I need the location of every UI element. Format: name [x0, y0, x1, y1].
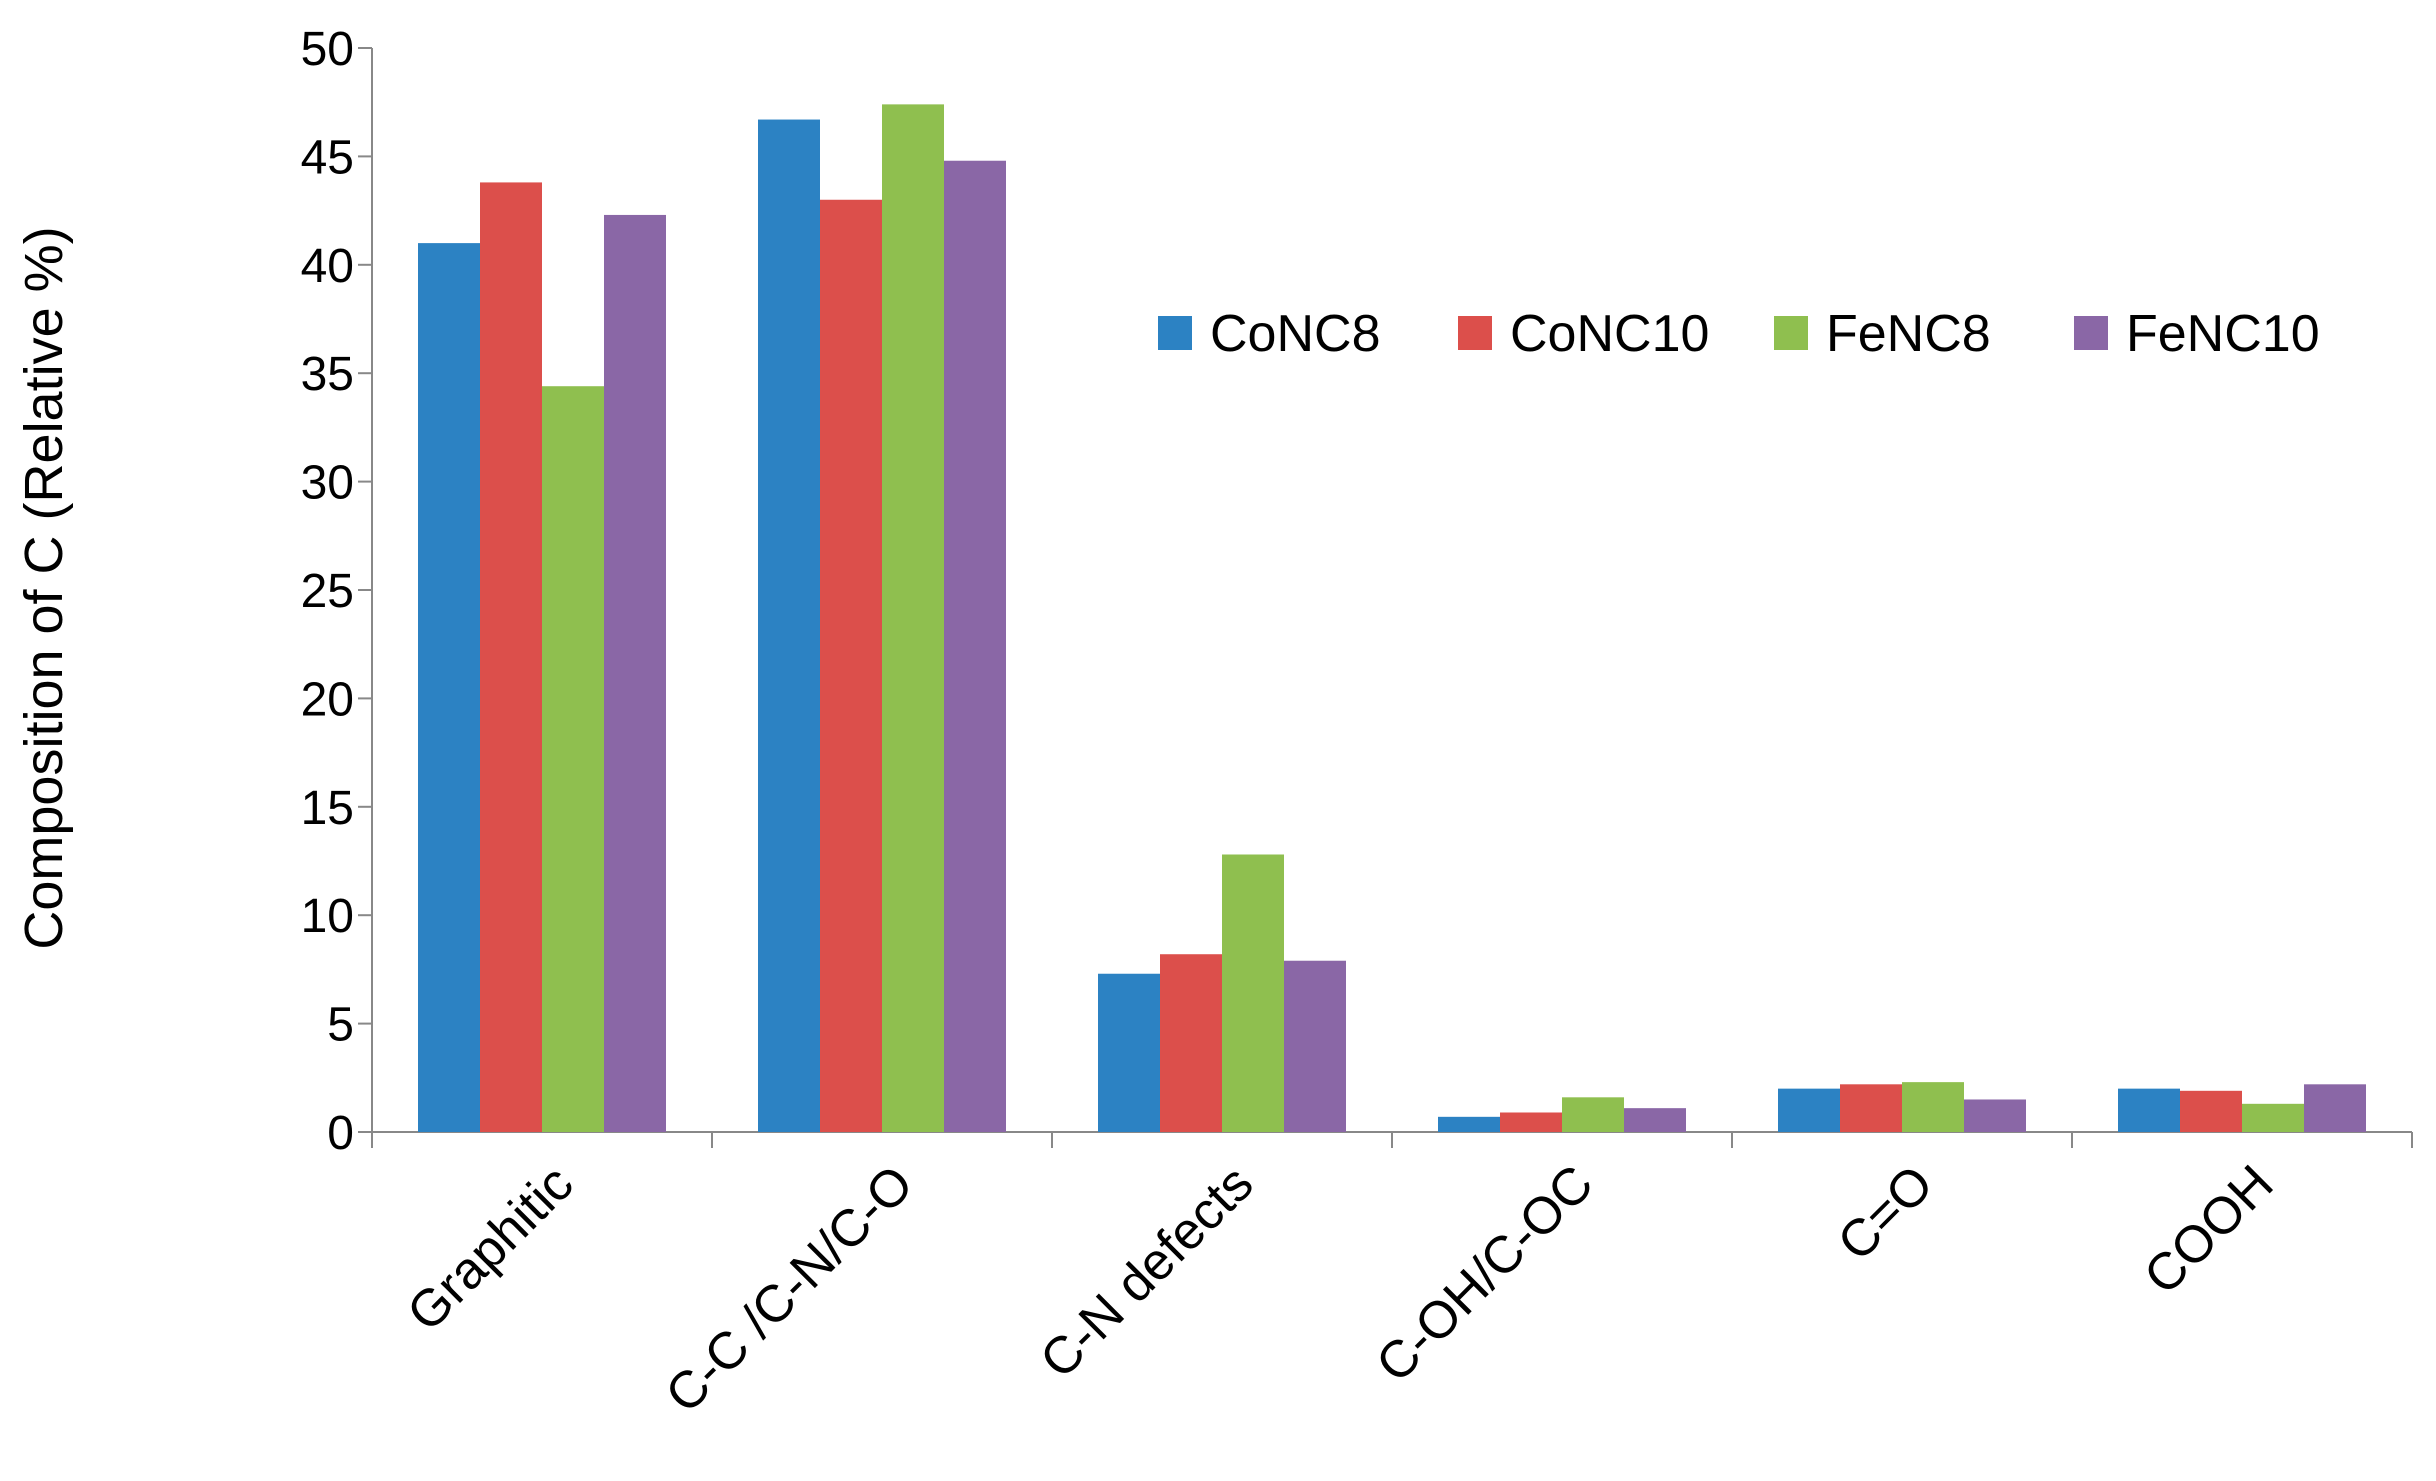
x-category-label: C=O: [1827, 1154, 1945, 1272]
y-tick-label: 5: [327, 999, 354, 1052]
bars: [418, 104, 2366, 1133]
y-axis-title: Composition of C (Relative %): [14, 226, 74, 949]
x-category-label: COOH: [2133, 1154, 2284, 1305]
y-tick-label: 0: [327, 1107, 354, 1160]
bar: [1624, 1108, 1686, 1132]
bar: [1500, 1112, 1562, 1132]
bar: [1098, 973, 1160, 1132]
legend-swatch: [2074, 316, 2108, 350]
legend-label: FeNC10: [2126, 305, 2320, 363]
legend-swatch: [1458, 316, 1492, 350]
legend-swatch: [1158, 316, 1192, 350]
y-tick-label: 40: [301, 240, 354, 293]
x-category-label: C-N defects: [1029, 1154, 1264, 1389]
y-tick-label: 10: [301, 890, 354, 943]
bar: [1562, 1097, 1624, 1132]
x-category-label: C-C /C-N/C-O: [655, 1154, 925, 1424]
bar: [604, 214, 666, 1132]
y-tick-label: 15: [301, 782, 354, 835]
y-tick-label: 25: [301, 565, 354, 618]
bar: [1778, 1088, 1840, 1132]
bar: [1438, 1116, 1500, 1132]
y-axis: 0 5 10 15 20 25 30 35 40 45 50: [301, 23, 373, 1160]
bar: [882, 104, 944, 1132]
bar: [820, 199, 882, 1132]
bar: [1284, 960, 1346, 1132]
y-tick-label: 50: [301, 23, 354, 76]
bar: [944, 160, 1006, 1133]
bar: [1840, 1084, 1902, 1132]
bar: [1902, 1082, 1964, 1132]
legend: CoNC8 CoNC10 FeNC8 FeNC10: [1158, 305, 2320, 363]
bar: [2304, 1084, 2366, 1132]
bar: [542, 386, 604, 1132]
x-axis: Graphitic C-C /C-N/C-O C-N defects C-OH/C-O…: [371, 1131, 2413, 1424]
bar: [2180, 1090, 2242, 1132]
y-tick-label: 45: [301, 131, 354, 184]
bar: [418, 243, 480, 1132]
x-category-label: C-OH/C-OC: [1365, 1154, 1604, 1393]
y-tick-label: 35: [301, 348, 354, 401]
bar: [1964, 1099, 2026, 1132]
legend-label: CoNC8: [1210, 305, 1381, 363]
bar: [1222, 854, 1284, 1132]
bar: [1160, 954, 1222, 1132]
bar: [758, 119, 820, 1132]
bar: [480, 182, 542, 1132]
legend-swatch: [1774, 316, 1808, 350]
y-tick-label: 30: [301, 457, 354, 510]
legend-label: CoNC10: [1510, 305, 1709, 363]
bar: [2242, 1103, 2304, 1132]
legend-label: FeNC8: [1826, 305, 1991, 363]
y-tick-label: 20: [301, 673, 354, 726]
x-category-label: Graphitic: [396, 1154, 584, 1342]
bar: [2118, 1088, 2180, 1132]
